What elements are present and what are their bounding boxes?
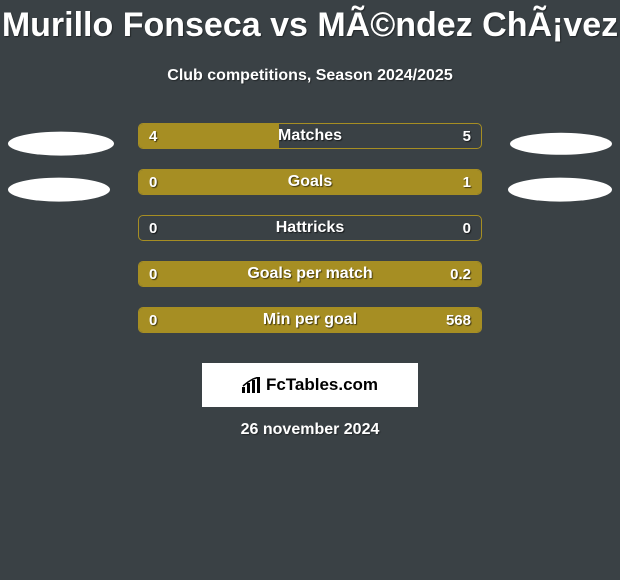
stat-label: Min per goal	[139, 308, 481, 332]
brand-box: FcTables.com	[202, 363, 418, 407]
stat-row: 01Goals	[0, 169, 620, 215]
player-ellipse-left	[8, 178, 110, 202]
subtitle: Club competitions, Season 2024/2025	[0, 67, 620, 85]
stat-bar: 0568Min per goal	[138, 307, 482, 333]
player-ellipse-right	[508, 178, 612, 202]
stat-row: 45Matches	[0, 123, 620, 169]
stat-bar: 00.2Goals per match	[138, 261, 482, 287]
comparison-chart: 45Matches 01Goals 00Hattricks 00.2Goals per…	[0, 123, 620, 353]
stat-row: 00Hattricks	[0, 215, 620, 261]
player-ellipse-right	[510, 133, 612, 155]
page-title: Murillo Fonseca vs MÃ©ndez ChÃ¡vez	[0, 0, 620, 45]
stat-label: Goals	[139, 170, 481, 194]
stat-bar: 01Goals	[138, 169, 482, 195]
stat-label: Hattricks	[139, 216, 481, 240]
stat-bar: 00Hattricks	[138, 215, 482, 241]
brand-text: FcTables.com	[266, 375, 378, 395]
stat-bar: 45Matches	[138, 123, 482, 149]
stat-label: Goals per match	[139, 262, 481, 286]
stat-label: Matches	[139, 124, 481, 148]
stat-row: 00.2Goals per match	[0, 261, 620, 307]
stat-row: 0568Min per goal	[0, 307, 620, 353]
player-ellipse-left	[8, 132, 114, 156]
brand-label: FcTables.com	[242, 375, 378, 395]
date-line: 26 november 2024	[0, 421, 620, 439]
chart-icon	[242, 377, 262, 393]
